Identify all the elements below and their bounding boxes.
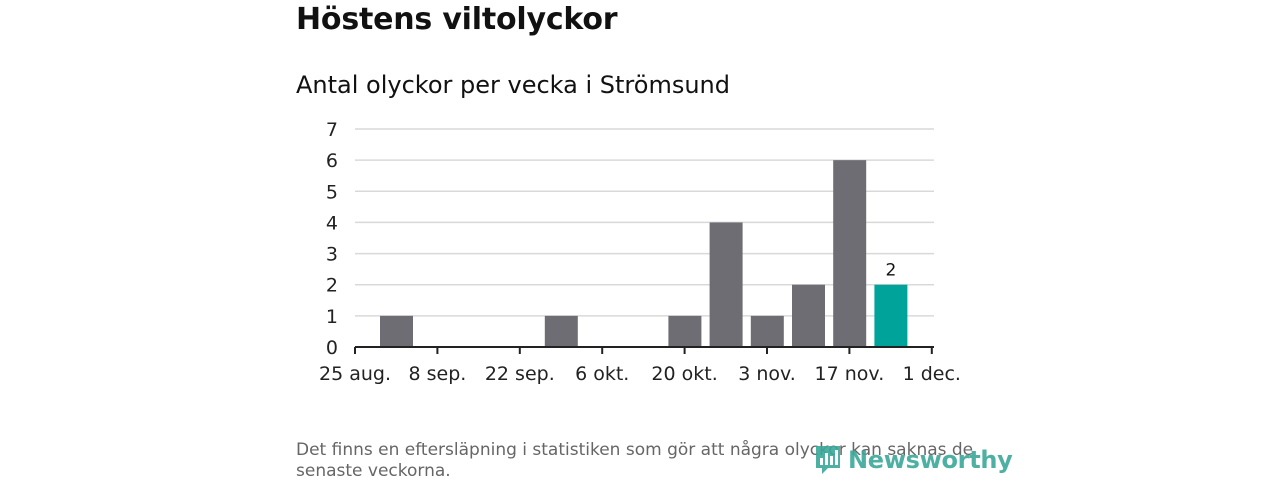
y-axis-ticks: 0 1 2 3 4 5 6 7 xyxy=(326,119,338,359)
x-tick-label: 3 nov. xyxy=(738,363,796,385)
footnote: Det finns en eftersläpning i statistiken… xyxy=(296,440,974,481)
brand-name: Newsworthy xyxy=(848,446,1013,474)
bar-25-aug xyxy=(380,315,413,347)
x-tick-label: 25 aug. xyxy=(319,363,391,385)
bar-3-nov xyxy=(792,284,825,347)
brand-logo: Newsworthy xyxy=(814,444,1013,476)
bars xyxy=(380,160,908,347)
y-tick-label: 3 xyxy=(326,244,338,266)
x-tick-label: 17 nov. xyxy=(815,363,885,385)
bar-22-sep xyxy=(544,315,578,347)
y-tick-label: 1 xyxy=(326,306,338,328)
data-labels: 2 xyxy=(885,261,896,281)
x-tick-label: 8 sep. xyxy=(408,363,466,385)
y-tick-label: 4 xyxy=(326,212,338,234)
chart-title: Höstens viltolyckor xyxy=(296,2,618,37)
grid-lines xyxy=(355,128,934,317)
y-tick-label: 6 xyxy=(326,150,338,172)
x-tick-label: 22 sep. xyxy=(485,363,555,385)
bar-chart: 0 1 2 3 4 5 6 7 2 25 aug. 8 sep. 22 sep. 6 okt. 20 … xyxy=(319,119,961,385)
bar-17-nov xyxy=(874,284,908,347)
bar-27-okt xyxy=(750,315,784,347)
bar-20-okt xyxy=(709,222,743,347)
x-axis: 25 aug. 8 sep. 22 sep. 6 okt. 20 okt. 3 nov. 1… xyxy=(319,346,961,385)
chart-subtitle: Antal olyckor per vecka i Strömsund xyxy=(296,71,730,99)
y-tick-label: 0 xyxy=(326,337,338,359)
data-label: 2 xyxy=(885,261,896,281)
chart-bubble-logo-icon xyxy=(816,446,840,474)
x-tick-label: 20 okt. xyxy=(651,363,717,385)
x-tick-label: 1 dec. xyxy=(903,363,961,385)
bar-13-okt xyxy=(668,315,702,347)
y-tick-label: 5 xyxy=(326,181,338,203)
y-tick-label: 7 xyxy=(326,119,338,141)
y-tick-label: 2 xyxy=(326,275,338,297)
x-tick-label: 6 okt. xyxy=(575,363,629,385)
bar-10-nov xyxy=(833,160,867,347)
